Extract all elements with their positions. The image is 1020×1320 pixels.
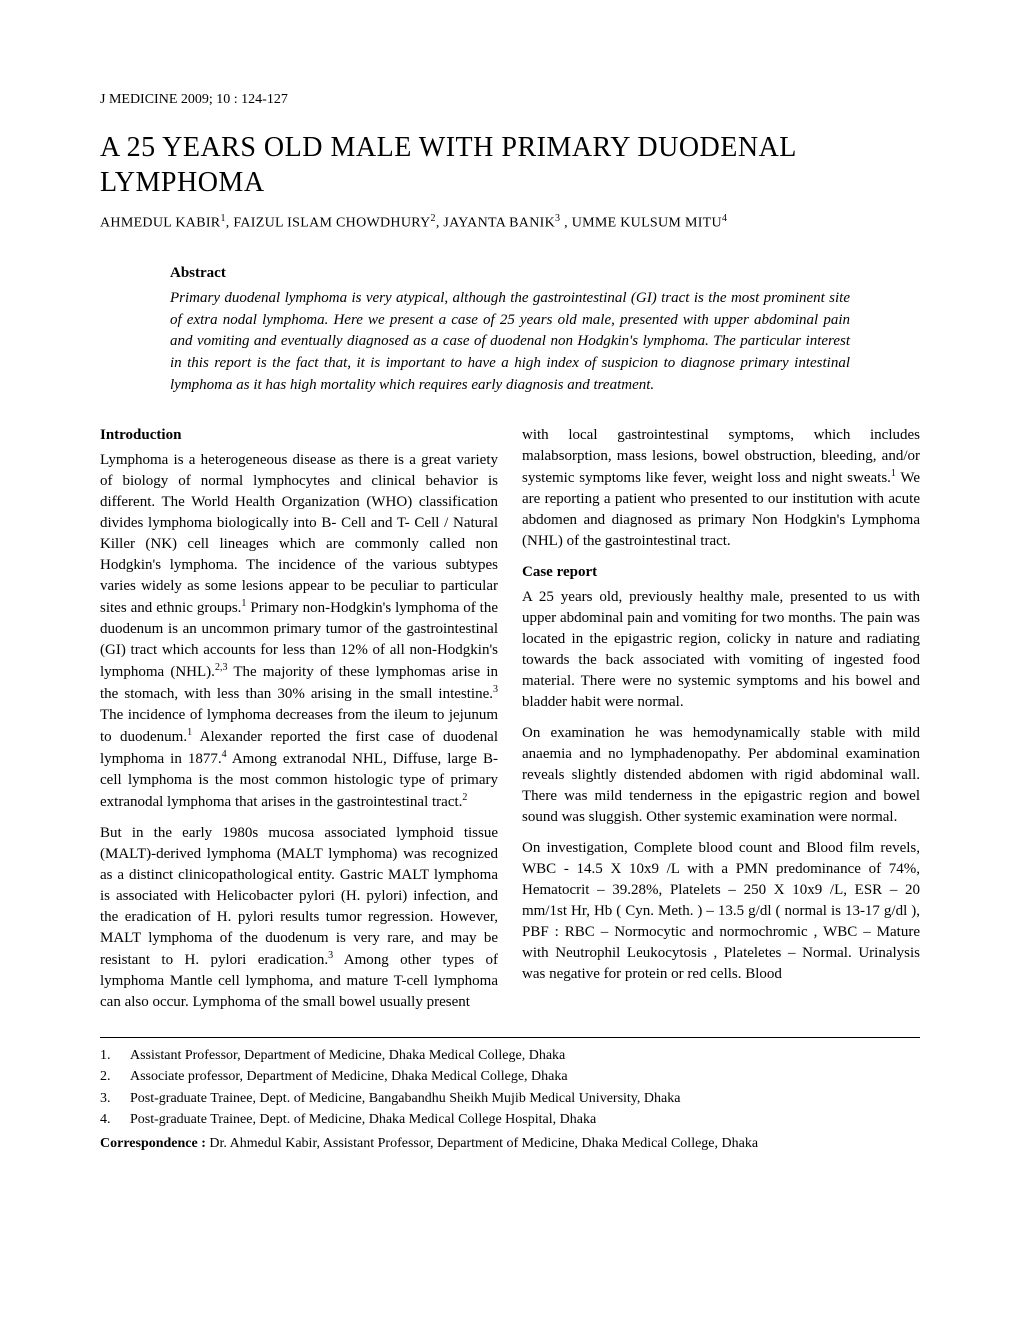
case-report-heading: Case report xyxy=(522,562,920,583)
left-column: Introduction Lymphoma is a heterogeneous… xyxy=(100,425,498,1023)
authors-list: AHMEDUL KABIR1, FAIZUL ISLAM CHOWDHURY2,… xyxy=(100,212,920,233)
body-columns: Introduction Lymphoma is a heterogeneous… xyxy=(100,425,920,1023)
correspondence-label: Correspondence : xyxy=(100,1136,206,1151)
affiliations: 1. Assistant Professor, Department of Me… xyxy=(100,1046,920,1130)
affiliation-row: 2. Associate professor, Department of Me… xyxy=(100,1067,920,1087)
correspondence: Correspondence : Dr. Ahmedul Kabir, Assi… xyxy=(100,1134,920,1154)
right-column: with local gastrointestinal symptoms, wh… xyxy=(522,425,920,1023)
abstract-block: Abstract Primary duodenal lymphoma is ve… xyxy=(170,263,850,397)
case-para-3: On investigation, Complete blood count a… xyxy=(522,838,920,985)
case-para-1: A 25 years old, previously healthy male,… xyxy=(522,587,920,713)
affiliation-num: 3. xyxy=(100,1089,116,1109)
right-para-1: with local gastrointestinal symptoms, wh… xyxy=(522,425,920,552)
affiliation-num: 4. xyxy=(100,1110,116,1130)
intro-para-2: But in the early 1980s mucosa associated… xyxy=(100,823,498,1013)
footnote-divider xyxy=(100,1037,920,1038)
affiliation-text: Assistant Professor, Department of Medic… xyxy=(130,1046,565,1066)
affiliation-text: Post-graduate Trainee, Dept. of Medicine… xyxy=(130,1089,680,1109)
correspondence-text: Dr. Ahmedul Kabir, Assistant Professor, … xyxy=(206,1136,758,1151)
journal-header: J MEDICINE 2009; 10 : 124-127 xyxy=(100,90,920,110)
intro-para-1: Lymphoma is a heterogeneous disease as t… xyxy=(100,450,498,813)
affiliation-num: 2. xyxy=(100,1067,116,1087)
affiliation-row: 1. Assistant Professor, Department of Me… xyxy=(100,1046,920,1066)
affiliation-row: 3. Post-graduate Trainee, Dept. of Medic… xyxy=(100,1089,920,1109)
case-para-2: On examination he was hemodynamically st… xyxy=(522,723,920,828)
introduction-heading: Introduction xyxy=(100,425,498,446)
abstract-text: Primary duodenal lymphoma is very atypic… xyxy=(170,288,850,397)
abstract-heading: Abstract xyxy=(170,263,850,284)
affiliation-text: Associate professor, Department of Medic… xyxy=(130,1067,568,1087)
affiliation-num: 1. xyxy=(100,1046,116,1066)
affiliation-text: Post-graduate Trainee, Dept. of Medicine… xyxy=(130,1110,596,1130)
affiliation-row: 4. Post-graduate Trainee, Dept. of Medic… xyxy=(100,1110,920,1130)
article-title: A 25 YEARS OLD MALE WITH PRIMARY DUODENA… xyxy=(100,130,920,200)
